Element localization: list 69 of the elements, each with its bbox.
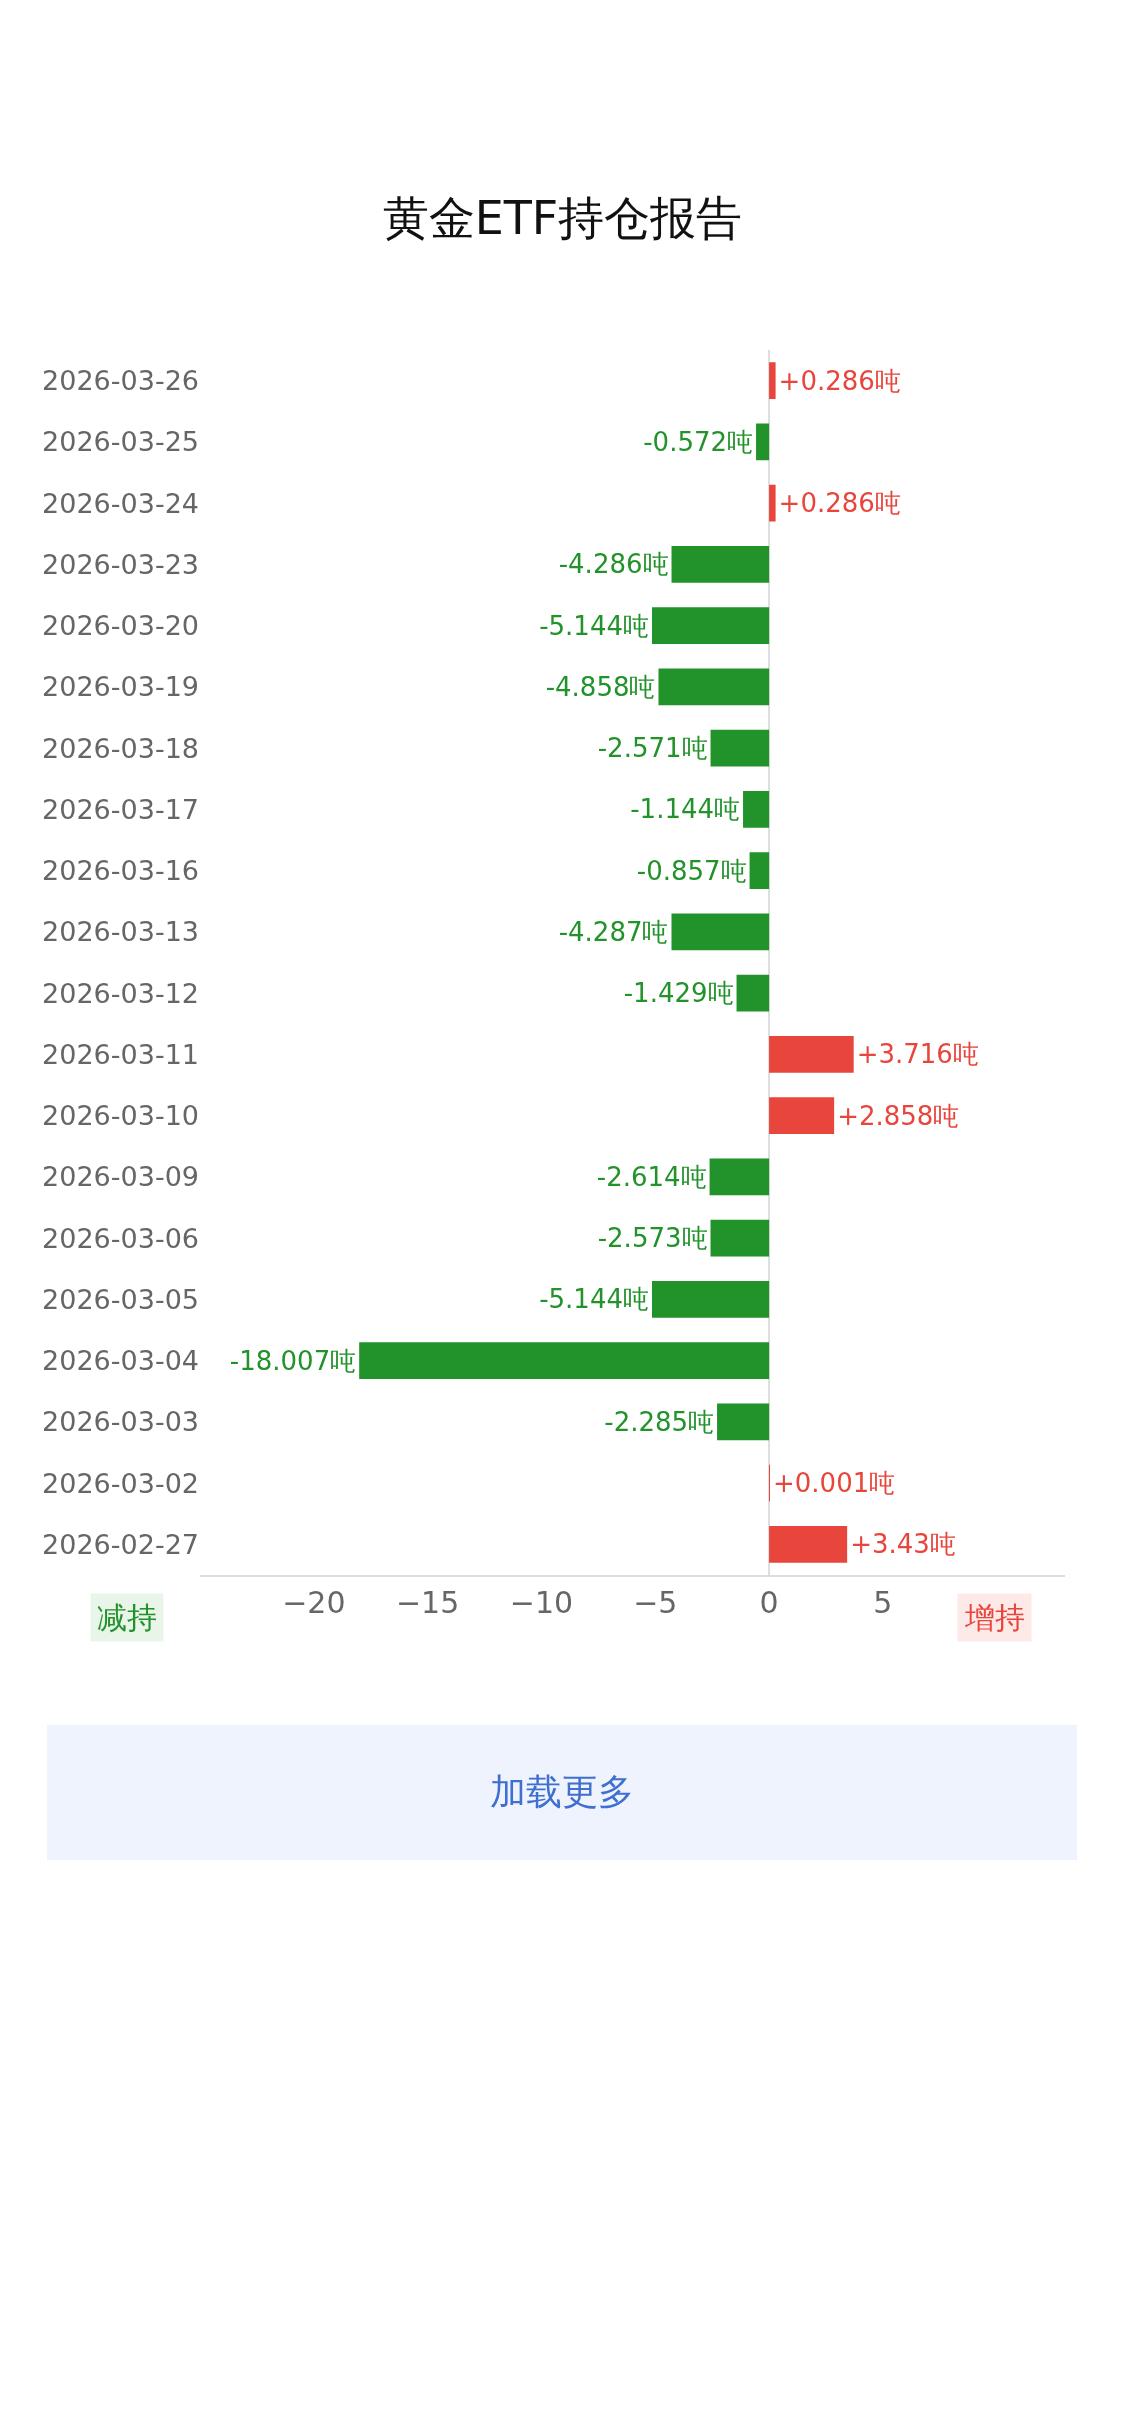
data-label: -1.144吨 bbox=[630, 794, 741, 825]
chart-title: 黄金ETF持仓报告 bbox=[382, 191, 743, 246]
bar bbox=[671, 913, 770, 951]
data-label: -1.429吨 bbox=[623, 978, 734, 1009]
bar bbox=[709, 1158, 770, 1196]
text: 增持 bbox=[964, 1600, 1025, 1635]
y-tick-label: 2026-03-09 bbox=[42, 1161, 199, 1193]
data-label: -2.573吨 bbox=[597, 1223, 708, 1254]
y-tick-label: 2026-03-19 bbox=[42, 671, 199, 703]
data-label: +3.43吨 bbox=[850, 1529, 956, 1560]
data-label: +3.716吨 bbox=[856, 1039, 979, 1070]
data-label: -5.144吨 bbox=[539, 1284, 649, 1315]
data-label: +0.286吨 bbox=[778, 488, 901, 519]
y-tick-label: 2026-03-12 bbox=[42, 977, 199, 1009]
y-tick-label: 2026-03-04 bbox=[42, 1345, 199, 1377]
text: 减持 bbox=[97, 1600, 157, 1635]
bar bbox=[769, 1036, 854, 1073]
y-tick-label: 2026-03-20 bbox=[42, 610, 199, 642]
data-label: -2.285吨 bbox=[604, 1406, 715, 1437]
y-tick-label: 2026-03-10 bbox=[42, 1100, 199, 1132]
y-tick-label: 2026-03-03 bbox=[42, 1406, 199, 1438]
bar bbox=[743, 791, 770, 828]
data-label: -2.571吨 bbox=[597, 733, 708, 764]
y-tick-label: 2026-03-05 bbox=[42, 1283, 199, 1315]
y-tick-label: 2026-03-18 bbox=[42, 732, 199, 764]
x-tick-label: −5 bbox=[633, 1585, 678, 1620]
y-tick-label: 2026-03-11 bbox=[42, 1038, 199, 1070]
bar bbox=[769, 362, 776, 399]
y-tick-label: 2026-03-17 bbox=[42, 793, 199, 825]
bar bbox=[710, 1219, 770, 1257]
data-label: -4.287吨 bbox=[558, 916, 669, 947]
data-label: -0.857吨 bbox=[636, 855, 747, 886]
y-tick-label: 2026-02-27 bbox=[42, 1528, 199, 1560]
y-tick-label: 2026-03-23 bbox=[42, 548, 199, 580]
bar bbox=[710, 729, 770, 767]
bar bbox=[736, 974, 770, 1012]
bar bbox=[359, 1342, 770, 1379]
x-tick-label: 0 bbox=[759, 1585, 779, 1620]
bar bbox=[671, 546, 770, 583]
x-tick-label: −20 bbox=[282, 1585, 346, 1620]
data-label: -2.614吨 bbox=[596, 1161, 707, 1192]
y-tick-label: 2026-03-13 bbox=[42, 916, 199, 948]
data-label: -4.286吨 bbox=[558, 549, 669, 580]
x-tick-label: −10 bbox=[509, 1585, 574, 1620]
bar bbox=[756, 423, 770, 461]
y-tick-label: 2026-03-02 bbox=[42, 1467, 199, 1499]
bar bbox=[769, 484, 776, 522]
y-tick-label: 2026-03-16 bbox=[42, 855, 199, 887]
bar bbox=[749, 852, 770, 889]
bar bbox=[651, 607, 770, 644]
y-tick-label: 2026-03-06 bbox=[42, 1222, 199, 1254]
data-label: -5.144吨 bbox=[539, 610, 649, 641]
x-tick-label: −15 bbox=[395, 1585, 460, 1620]
data-label: -18.007吨 bbox=[229, 1345, 357, 1376]
y-tick-label: 2026-03-26 bbox=[42, 365, 199, 397]
bar bbox=[717, 1403, 770, 1441]
x-tick-label: 5 bbox=[873, 1585, 893, 1620]
y-tick-label: 2026-03-24 bbox=[42, 487, 199, 519]
bar bbox=[769, 1097, 835, 1134]
bar bbox=[651, 1281, 770, 1318]
text: 加载更多 bbox=[490, 1771, 634, 1812]
data-label: +2.858吨 bbox=[837, 1100, 960, 1131]
bar bbox=[769, 1526, 848, 1563]
y-tick-label: 2026-03-25 bbox=[42, 426, 199, 458]
data-label: +0.001吨 bbox=[773, 1468, 896, 1499]
data-label: -0.572吨 bbox=[643, 426, 754, 457]
data-label: +0.286吨 bbox=[778, 365, 901, 396]
bar bbox=[658, 668, 770, 706]
data-label: -4.858吨 bbox=[545, 671, 656, 702]
